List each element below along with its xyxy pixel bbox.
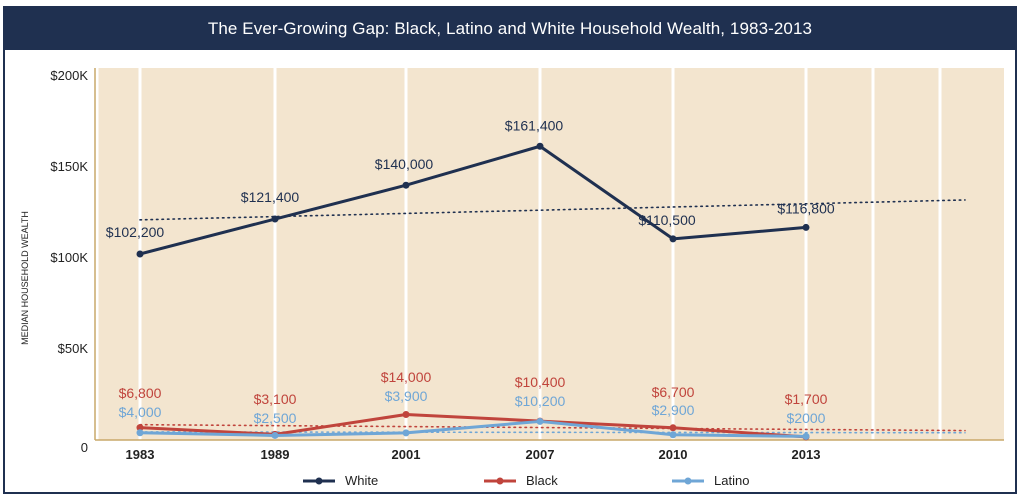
data-label-latino: $4,000 xyxy=(119,404,162,420)
legend-marker-white xyxy=(315,477,323,485)
data-label-white: $140,000 xyxy=(375,156,434,172)
data-label-white: $121,400 xyxy=(241,189,300,205)
x-tick-label: 2001 xyxy=(392,447,421,462)
data-point-latino xyxy=(402,429,410,437)
x-tick-label: 1983 xyxy=(126,447,155,462)
y-tick-label: $100K xyxy=(50,250,88,265)
data-point-white xyxy=(536,142,544,150)
data-label-black: $14,000 xyxy=(381,369,432,385)
legend-marker-latino xyxy=(684,477,692,485)
legend-marker-black xyxy=(496,477,504,485)
data-point-latino xyxy=(536,417,544,425)
data-label-latino: $2000 xyxy=(787,410,826,426)
y-axis-label: MEDIAN HOUSEHOLD WEALTH xyxy=(20,211,30,345)
series-line-black xyxy=(139,413,807,439)
y-tick-label: $200K xyxy=(50,68,88,83)
legend-label-latino: Latino xyxy=(714,473,749,488)
y-tick-label: $150K xyxy=(50,159,88,174)
legend-label-white: White xyxy=(345,473,378,488)
data-point-black xyxy=(669,424,677,432)
data-point-white xyxy=(402,181,410,189)
data-point-white xyxy=(136,250,144,258)
data-point-latino xyxy=(271,431,279,439)
data-label-latino: $3,900 xyxy=(385,388,428,404)
data-label-black: $3,100 xyxy=(254,391,297,407)
x-tick-label: 1989 xyxy=(261,447,290,462)
data-point-black xyxy=(136,424,144,432)
data-point-latino xyxy=(802,432,810,440)
legend-label-black: Black xyxy=(526,473,558,488)
y-tick-label: 0 xyxy=(81,440,88,455)
trendline-black xyxy=(139,423,966,432)
data-label-black: $1,700 xyxy=(785,391,828,407)
x-tick-label: 2013 xyxy=(792,447,821,462)
data-label-black: $10,400 xyxy=(515,374,566,390)
data-label-black: $6,700 xyxy=(652,384,695,400)
data-point-black xyxy=(402,411,410,419)
plot-background xyxy=(95,68,1004,440)
series-line-latino xyxy=(139,419,807,438)
data-point-latino xyxy=(669,431,677,439)
data-label-black: $6,800 xyxy=(119,385,162,401)
data-point-latino xyxy=(136,429,144,437)
data-label-latino: $10,200 xyxy=(515,393,566,409)
data-point-white xyxy=(271,215,279,223)
data-label-white: $110,500 xyxy=(638,212,696,228)
data-label-white: $116,800 xyxy=(777,200,835,216)
chart-title: The Ever-Growing Gap: Black, Latino and … xyxy=(5,8,1015,50)
y-tick-label: $50K xyxy=(58,341,89,356)
data-label-white: $102,200 xyxy=(106,224,165,240)
data-point-white xyxy=(802,223,810,231)
series-line-white xyxy=(139,144,807,256)
x-tick-label: 2010 xyxy=(659,447,688,462)
trendline-white xyxy=(139,199,966,221)
data-label-latino: $2,500 xyxy=(254,410,297,426)
x-tick-label: 2007 xyxy=(526,447,555,462)
data-label-white: $161,400 xyxy=(505,117,564,133)
data-label-latino: $2,900 xyxy=(652,402,695,418)
data-point-white xyxy=(669,235,677,243)
